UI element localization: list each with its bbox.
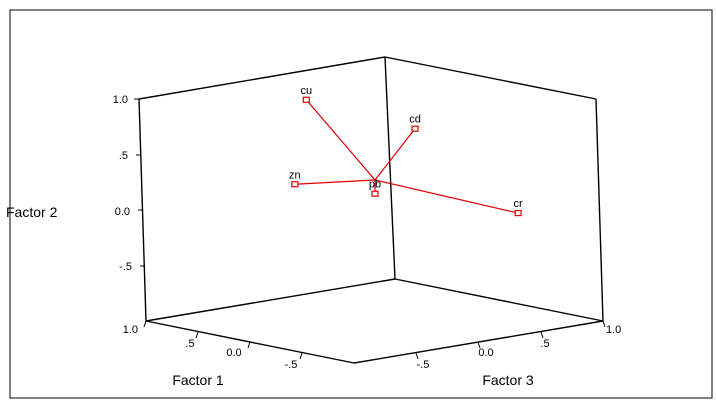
loading-spike-zn: [294, 179, 376, 185]
loading-spike-cd: [374, 128, 416, 181]
box-edge-back-vertical: [384, 56, 396, 280]
factor3-tick-mark: [602, 320, 606, 328]
factor1-tick-mark: [143, 320, 147, 328]
factor2-tick-label: -.5: [119, 261, 132, 273]
point-marker-cd: [411, 125, 419, 132]
factor3-tick-mark: [477, 341, 481, 349]
factor3-axis-title: Factor 3: [482, 372, 534, 388]
factor1-tick-mark: [247, 341, 251, 349]
factor3-tick-label: -.5: [417, 359, 430, 371]
factor1-tick-mark: [195, 331, 199, 339]
factor1-tick-label: -.5: [285, 359, 298, 371]
loading-spike-cu: [305, 99, 376, 181]
factor1-tick-mark: [299, 352, 303, 360]
factor1-axis-title: Factor 1: [172, 372, 224, 388]
factor2-tick-label: .5: [119, 150, 128, 162]
factor1-axis: 1.0 .5 0.0 -.5 Factor 1: [123, 320, 303, 388]
factor1-tick-label: 1.0: [123, 324, 138, 336]
box-edge-back-bottom-left: [145, 278, 396, 322]
box-edge-back-top-right: [384, 56, 597, 100]
factor1-tick-label: 0.0: [226, 347, 241, 359]
point-marker-pb: [371, 190, 379, 197]
point-label-zn: zn: [289, 169, 301, 181]
points-layer: cu cd pb zn cr: [289, 85, 524, 217]
point-label-pb: pb: [369, 179, 381, 191]
loading-spike-cr: [374, 179, 519, 214]
factor2-tick-label: 0.0: [115, 206, 130, 218]
point-label-cd: cd: [409, 114, 421, 126]
point-marker-cu: [302, 96, 310, 103]
point-label-cu: cu: [300, 85, 312, 97]
factor3-tick-mark: [540, 331, 544, 339]
plot-border: [9, 9, 713, 399]
factor3-axis: -.5 0.0 .5 1.0 Factor 3: [415, 320, 621, 388]
factor3-tick-mark: [415, 352, 419, 360]
box-edge-right-vertical: [595, 98, 604, 322]
factor2-axis-title: Factor 2: [6, 204, 58, 220]
point-marker-cr: [514, 210, 522, 217]
box-edge-back-top-left: [138, 56, 386, 100]
point-label-cr: cr: [514, 198, 524, 210]
box-edge-back-bottom-right: [394, 278, 604, 322]
factor3-tick-label: 0.0: [478, 347, 493, 359]
factor3-tick-label: .5: [540, 338, 549, 350]
factor3-tick-label: 1.0: [606, 324, 621, 336]
factor1-tick-label: .5: [185, 338, 194, 350]
factor2-axis: 1.0 .5 0.0 -.5 Factor 2: [6, 94, 145, 273]
factor2-tick-label: 1.0: [113, 94, 128, 106]
box-edges: [138, 56, 604, 364]
point-marker-zn: [291, 181, 299, 188]
